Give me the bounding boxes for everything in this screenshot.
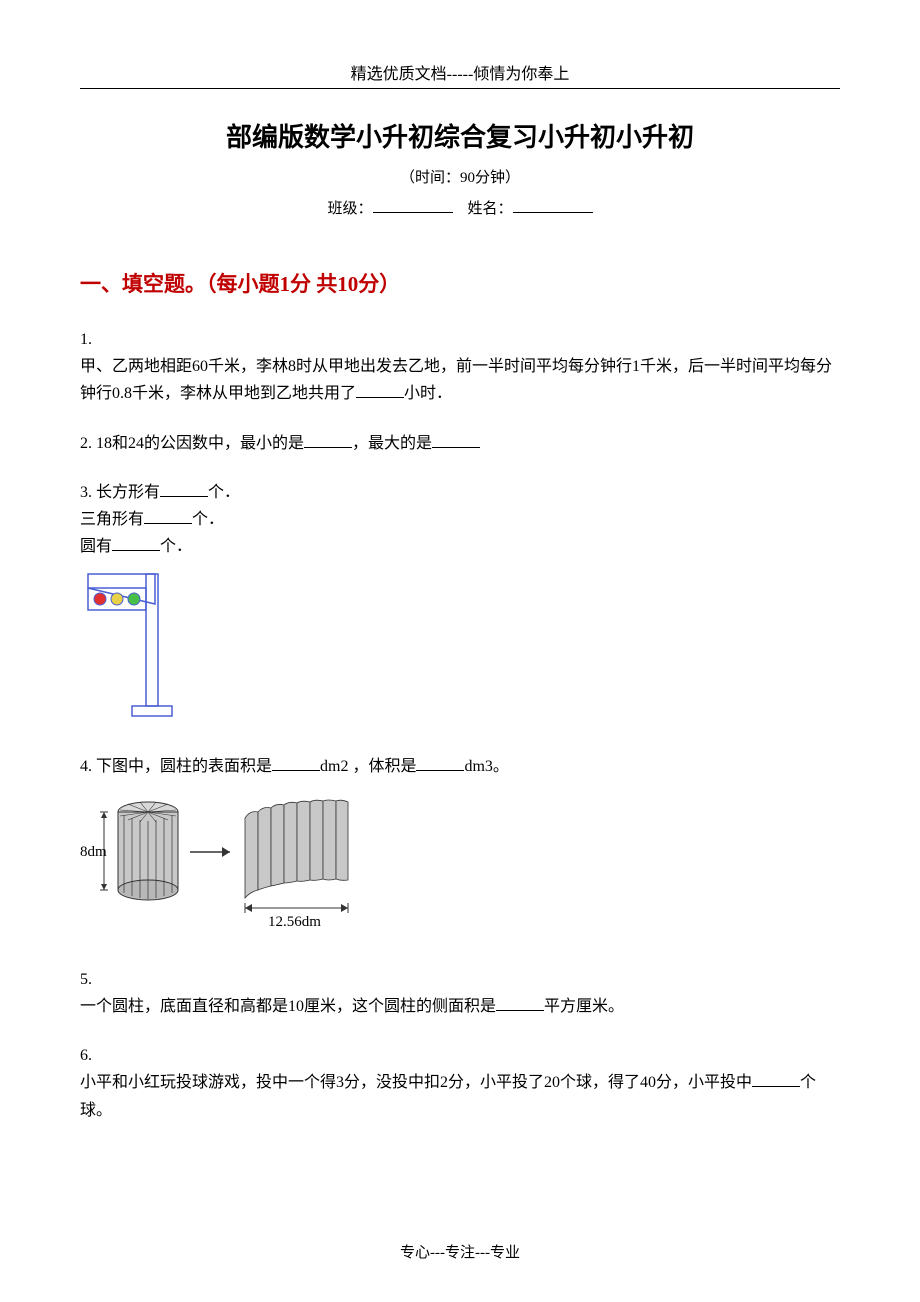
question-4: 4. 下图中，圆柱的表面积是 dm2 ，体积是 dm3。 — [80, 753, 840, 944]
q1-num: 1. — [80, 326, 840, 353]
section-1-heading: 一、填空题。（每小题1分 共10分） — [80, 268, 840, 298]
q3-blank-1 — [160, 481, 208, 497]
question-2: 2. 18和24的公因数中，最小的是 ，最大的是 — [80, 430, 840, 457]
question-6: 6. 小平和小红玩投球游戏，投中一个得3分，没投中扣2分，小平投了20个球，得了… — [80, 1042, 840, 1124]
class-label: 班级： — [327, 201, 372, 217]
q2-text-a: 18和24的公因数中，最小的是 — [96, 435, 304, 452]
q4-text-b: dm2 ，体积是 — [320, 758, 416, 775]
q5-text-b: 平方厘米。 — [544, 998, 624, 1015]
svg-text:12.56dm: 12.56dm — [268, 914, 321, 930]
q5-blank — [496, 995, 544, 1011]
time-label: （时间：90分钟） — [80, 166, 840, 187]
q2-blank-2 — [432, 432, 480, 448]
q3-line1-b: 个． — [208, 484, 240, 501]
q4-blank-1 — [272, 755, 320, 771]
question-1: 1. 甲、乙两地相距60千米，李林8时从甲地出发去乙地，前一半时间平均每分钟行1… — [80, 326, 840, 408]
q4-num: 4. — [80, 758, 92, 775]
q1-blank — [356, 382, 404, 398]
q1-text-a: 甲、乙两地相距60千米，李林8时从甲地出发去乙地，前一半时间平均每分钟行1千米，… — [80, 358, 832, 402]
student-fields: 班级： 姓名： — [80, 197, 840, 218]
q1-text-b: 小时． — [404, 385, 452, 402]
q6-text-a: 小平和小红玩投球游戏，投中一个得3分，没投中扣2分，小平投了20个球，得了40分… — [80, 1074, 752, 1091]
header-rule — [80, 88, 840, 89]
header-tagline: 精选优质文档-----倾情为你奉上 — [80, 60, 840, 84]
q4-figure: 8dm 12.56dm — [80, 790, 840, 944]
question-3: 3. 长方形有个． 三角形有个． 圆有个． — [80, 479, 840, 731]
svg-text:8dm: 8dm — [80, 844, 107, 860]
q6-num: 6. — [80, 1042, 840, 1069]
q2-text-b: ，最大的是 — [352, 435, 432, 452]
q3-blank-3 — [112, 535, 160, 551]
footer-text: 专心---专注---专业 — [0, 1241, 920, 1262]
q4-blank-2 — [416, 755, 464, 771]
q3-figure — [80, 566, 840, 730]
q3-num: 3. — [80, 484, 92, 501]
q4-text-a: 下图中，圆柱的表面积是 — [96, 758, 272, 775]
class-blank — [373, 198, 453, 213]
name-label: 姓名： — [468, 201, 513, 217]
q3-line3-a: 圆有 — [80, 538, 112, 555]
question-5: 5. 一个圆柱，底面直径和高都是10厘米，这个圆柱的侧面积是 平方厘米。 — [80, 966, 840, 1020]
q3-line2-a: 三角形有 — [80, 511, 144, 528]
q6-blank — [752, 1071, 800, 1087]
q3-line2-b: 个． — [192, 511, 224, 528]
name-blank — [513, 198, 593, 213]
q3-line3-b: 个． — [160, 538, 192, 555]
q3-blank-2 — [144, 508, 192, 524]
q3-line1-a: 长方形有 — [96, 484, 160, 501]
q5-text-a: 一个圆柱，底面直径和高都是10厘米，这个圆柱的侧面积是 — [80, 998, 496, 1015]
q2-num: 2. — [80, 435, 92, 452]
q4-text-c: dm3。 — [464, 758, 508, 775]
q2-blank-1 — [304, 432, 352, 448]
q5-num: 5. — [80, 966, 840, 993]
document-title: 部编版数学小升初综合复习小升初小升初 — [80, 117, 840, 154]
